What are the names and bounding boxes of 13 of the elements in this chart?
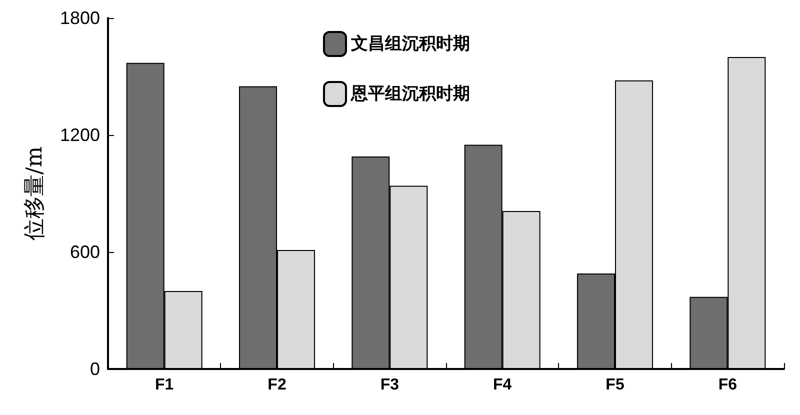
x-tick-label: F6 [718, 376, 738, 394]
x-tick-label: F3 [380, 376, 400, 394]
y-tick-label: 1200 [60, 125, 100, 145]
x-tick-label: F2 [268, 376, 286, 394]
x-tick-label: F5 [606, 376, 624, 394]
y-tick-label: 1800 [60, 8, 100, 28]
y-axis-title: 位移量/m [22, 146, 48, 241]
y-tick-label: 0 [90, 359, 100, 379]
x-tick-label: F1 [154, 376, 174, 394]
y-tick-label: 600 [70, 242, 100, 262]
x-tick-label: F4 [492, 376, 512, 394]
legend-label: 恩平组沉积时期 [350, 84, 470, 104]
legend-label: 文昌组沉积时期 [350, 34, 470, 54]
